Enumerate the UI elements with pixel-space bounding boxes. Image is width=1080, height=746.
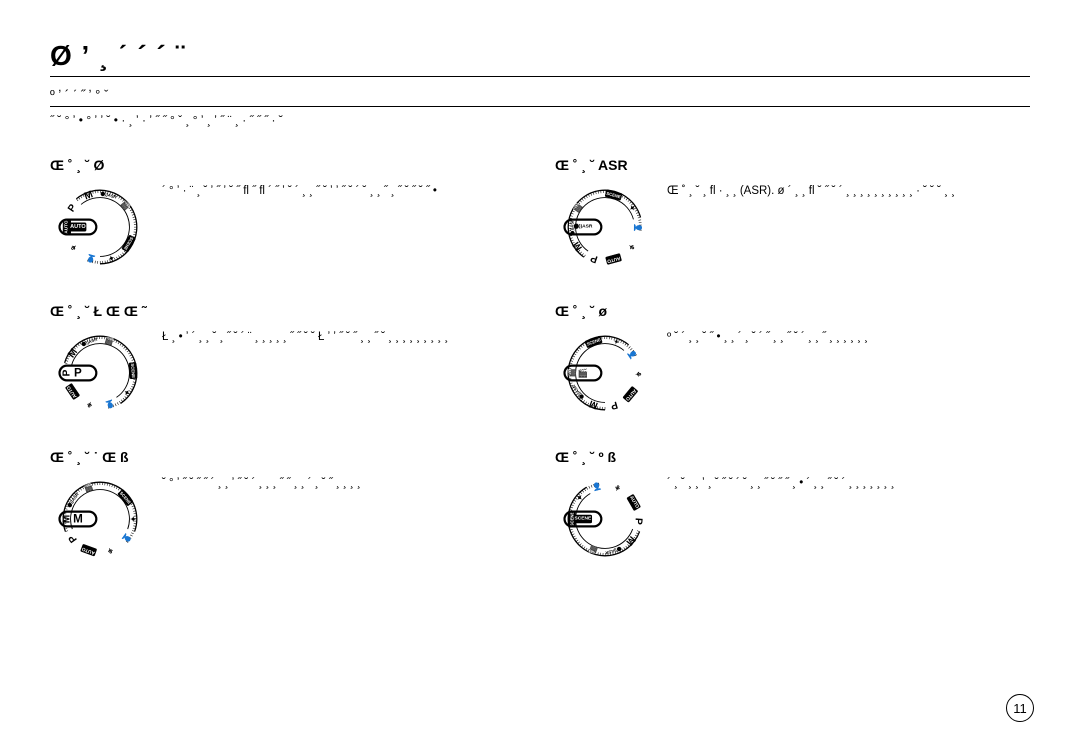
mode-block-auto: Œ ˚ ¸ ˘ ØAUTOPM⬤))ASR🎬SCENE✦👤⚘AUTO´ ° ʼ …	[50, 157, 525, 273]
svg-text:🎬: 🎬	[103, 336, 114, 347]
svg-text:P: P	[632, 518, 643, 526]
svg-text:✦: ✦	[627, 203, 638, 213]
mode-title: Œ ˚ ¸ ˘ ASR	[555, 157, 1030, 173]
mode-block-asr: Œ ˚ ¸ ˘ ASRAUTOPM⬤))ASR🎬SCENE✦👤⚘⬤))ASRŒ …	[555, 157, 1030, 273]
mode-block-manual: Œ ˚ ¸ ˘ ˙ Œ ßAUTOPM⬤))ASR🎬SCENE✦👤⚘M˘ ° ʼ…	[50, 449, 525, 565]
column-left: Œ ˚ ¸ ˘ ØAUTOPM⬤))ASR🎬SCENE✦👤⚘AUTO´ ° ʼ …	[50, 157, 525, 565]
mode-description: Œ ˚ ¸ ˘ ¸ fl · ¸ ¸ (ASR). ø ´ ¸ ¸ fl ˘ ˝…	[667, 181, 1030, 201]
mode-dial: AUTOPM⬤))ASR🎬SCENE✦👤⚘SCENE	[555, 473, 655, 565]
svg-text:✦: ✦	[612, 337, 621, 348]
mode-row: AUTOPM⬤))ASR🎬SCENE✦👤⚘AUTO´ ° ʼ · ¨ ¸ ˘ ʼ…	[50, 181, 525, 273]
svg-text:P: P	[589, 252, 599, 265]
svg-text:P: P	[74, 367, 82, 380]
svg-text:⚘: ⚘	[106, 545, 115, 556]
svg-text:🎬: 🎬	[119, 199, 132, 212]
svg-text:M: M	[61, 515, 72, 523]
svg-text:🎬: 🎬	[588, 544, 600, 556]
mode-dial-icon: AUTOPM⬤))ASR🎬SCENE✦👤⚘⬤))ASR	[559, 181, 651, 273]
mode-row: AUTOPM⬤))ASR🎬SCENE✦👤⚘M˘ ° ʼ ˝ ˘ ˝ ˝ ´ ¸ …	[50, 473, 525, 565]
mode-title: Œ ˚ ¸ ˘ Ł Œ Œ ˜	[50, 303, 525, 319]
svg-text:✦: ✦	[129, 516, 138, 522]
column-right: Œ ˚ ¸ ˘ ASRAUTOPM⬤))ASR🎬SCENE✦👤⚘⬤))ASRŒ …	[555, 157, 1030, 565]
columns: Œ ˚ ¸ ˘ ØAUTOPM⬤))ASR🎬SCENE✦👤⚘AUTO´ ° ʼ …	[50, 157, 1030, 565]
svg-text:🎬: 🎬	[578, 368, 589, 378]
mode-title: Œ ˚ ¸ ˘ Ø	[50, 157, 525, 173]
page-number: 11	[1006, 694, 1034, 722]
page-title: Ø ʼ ¸ ˊ ´ ´ ¨	[50, 40, 1030, 77]
svg-text:AUTO: AUTO	[63, 220, 69, 234]
svg-text:M: M	[623, 534, 637, 548]
svg-text:✦: ✦	[107, 253, 116, 264]
mode-dial-icon: AUTOPM⬤))ASR🎬SCENE✦👤⚘SCENE	[559, 473, 651, 565]
svg-text:👤: 👤	[626, 348, 639, 361]
mode-dial: AUTOPM⬤))ASR🎬SCENE✦👤⚘P	[50, 327, 150, 419]
svg-text:👤: 👤	[85, 253, 96, 264]
svg-text:M: M	[73, 513, 83, 526]
svg-text:⚘: ⚘	[85, 399, 94, 410]
svg-text:AUTO: AUTO	[70, 224, 86, 230]
mode-title: Œ ˚ ¸ ˘ º ß	[555, 449, 1030, 465]
svg-text:P: P	[61, 369, 72, 376]
mode-block-scene: Œ ˚ ¸ ˘ º ßAUTOPM⬤))ASR🎬SCENE✦👤⚘SCENE´ ¸…	[555, 449, 1030, 565]
svg-text:⚘: ⚘	[613, 483, 622, 494]
mode-dial-icon: AUTOPM⬤))ASR🎬SCENE✦👤⚘AUTO	[54, 181, 146, 273]
mode-row: AUTOPM⬤))ASR🎬SCENE✦👤⚘🎬º ˘ ´ ¸ ¸ ˘ ˝ • ¸ …	[555, 327, 1030, 419]
svg-text:SCENE: SCENE	[569, 512, 574, 527]
mode-description: ˘ ° ʼ ˝ ˘ ˝ ˝ ´ ¸ ¸ ʼ ˝ ˘ ´ ¸ ¸ ¸ ˝ ˝ ¸ …	[162, 473, 525, 493]
svg-text:👤: 👤	[104, 399, 116, 410]
svg-text:SCENE: SCENE	[575, 516, 593, 522]
svg-text:🎬: 🎬	[572, 202, 585, 215]
mode-dial: AUTOPM⬤))ASR🎬SCENE✦👤⚘🎬	[555, 327, 655, 419]
mode-dial: AUTOPM⬤))ASR🎬SCENE✦👤⚘AUTO	[50, 181, 150, 273]
svg-text:👤: 👤	[634, 223, 643, 232]
svg-text:SCENE: SCENE	[130, 363, 136, 378]
svg-text:🎬: 🎬	[83, 482, 95, 494]
mode-dial-icon: AUTOPM⬤))ASR🎬SCENE✦👤⚘🎬	[559, 327, 651, 419]
mode-dial: AUTOPM⬤))ASR🎬SCENE✦👤⚘⬤))ASR	[555, 181, 655, 273]
mode-row: AUTOPM⬤))ASR🎬SCENE✦👤⚘PŁ ¸ • ʼ ´ ¸ ¸ ˘ ¸ …	[50, 327, 525, 419]
svg-text:⬤))ASR: ⬤))ASR	[573, 224, 592, 230]
svg-text:⚘: ⚘	[68, 242, 79, 253]
mode-description: ´ ° ʼ · ¨ ¸ ˘ ʼ ˝ ʼ ˘ ˝ fl ˝ fl ´ ˝ ʼ ˘ …	[162, 181, 525, 201]
svg-text:⚘: ⚘	[626, 242, 637, 253]
mode-dial: AUTOPM⬤))ASR🎬SCENE✦👤⚘M	[50, 473, 150, 565]
svg-text:👤: 👤	[120, 532, 133, 545]
svg-text:P: P	[67, 532, 80, 544]
page-subtitle: º ʼ ´ ˊ ˝ ʼ ° ˇ	[50, 87, 1030, 107]
mode-description: º ˘ ´ ¸ ¸ ˘ ˝ • ¸ ¸ ´ ¸ ˘ ´ ˝ ¸ ¸ ˝ ˘ ´ …	[667, 327, 1030, 347]
svg-text:P: P	[66, 202, 79, 214]
svg-text:M: M	[571, 239, 585, 252]
mode-block-movie: Œ ˚ ¸ ˘ øAUTOPM⬤))ASR🎬SCENE✦👤⚘🎬º ˘ ´ ¸ ¸…	[555, 303, 1030, 419]
mode-dial-icon: AUTOPM⬤))ASR🎬SCENE✦👤⚘M	[54, 473, 146, 565]
mode-title: Œ ˚ ¸ ˘ ø	[555, 303, 1030, 319]
mode-row: AUTOPM⬤))ASR🎬SCENE✦👤⚘SCENE´ ¸ ˘ ¸ ¸ ʼ ¸ …	[555, 473, 1030, 565]
svg-text:🎬: 🎬	[567, 368, 576, 377]
svg-text:M: M	[66, 347, 80, 360]
svg-text:P: P	[609, 399, 619, 412]
mode-description: Ł ¸ • ʼ ´ ¸ ¸ ˘ ¸ ˝ ˘ ´ ¨ ¸ ¸ ¸ ¸ ¸ ˝ ˝ …	[162, 327, 525, 347]
mode-row: AUTOPM⬤))ASR🎬SCENE✦👤⚘⬤))ASRŒ ˚ ¸ ˘ ¸ fl …	[555, 181, 1030, 273]
svg-text:👤: 👤	[591, 481, 602, 492]
page-intro: ˝ ˘ ° ʼ • ° ʼ ʼ ˘ • · ¸ ʼ · ʼ ˝ ˝ ° ˇ ¸ …	[50, 111, 1030, 129]
mode-block-program: Œ ˚ ¸ ˘ Ł Œ Œ ˜AUTOPM⬤))ASR🎬SCENE✦👤⚘PŁ ¸…	[50, 303, 525, 419]
svg-text:⚘: ⚘	[633, 371, 642, 378]
mode-description: ´ ¸ ˘ ¸ ¸ ʼ ¸ ˘ ˝ ˘ ´ ˘ ¸ ¸ ˝ ˘ ˝ ˝ ¸ • …	[667, 473, 1030, 493]
mode-title: Œ ˚ ¸ ˘ ˙ Œ ß	[50, 449, 525, 465]
mode-dial-icon: AUTOPM⬤))ASR🎬SCENE✦👤⚘P	[54, 327, 146, 419]
